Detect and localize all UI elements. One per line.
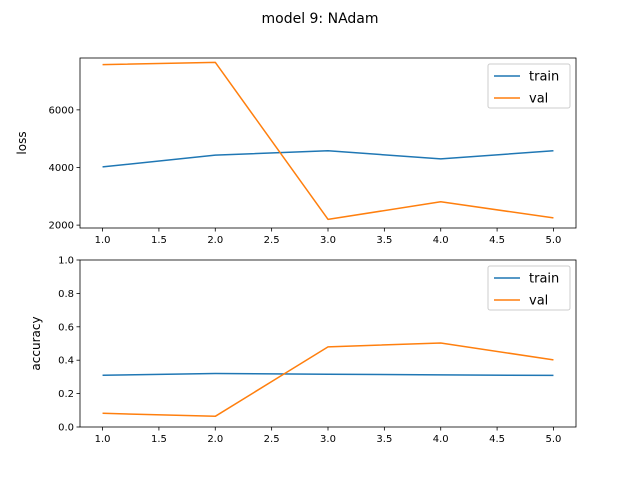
loss-x-tick-label: 4.0 [433, 235, 449, 246]
loss-x-tick-label: 2.0 [207, 235, 223, 246]
loss-x-tick-label: 1.5 [151, 235, 167, 246]
loss-y-axis-label: loss [15, 131, 29, 154]
accuracy-y-tick-label: 0.0 [58, 423, 74, 434]
accuracy-y-axis-label: accuracy [29, 316, 43, 370]
accuracy-y-tick-label: 0.8 [58, 289, 74, 300]
accuracy-x-tick-label: 3.0 [320, 434, 336, 445]
loss-legend-label-train: train [529, 70, 559, 85]
accuracy-y-tick-label: 0.4 [58, 356, 74, 367]
accuracy-series-val-line [102, 342, 554, 418]
loss-y-tick-label: 4000 [49, 163, 74, 174]
loss-series-train-line [102, 150, 554, 168]
loss-x-tick-label: 3.0 [320, 235, 336, 246]
accuracy-subplot: 1.0 1.5 2.0 2.5 3.0 3.5 4.0 4.5 5.0 0.0 0.2 0.4 0.6 0… [29, 256, 577, 445]
accuracy-x-tick-label: 5.0 [546, 434, 562, 445]
accuracy-x-tick-label: 3.5 [376, 434, 392, 445]
accuracy-x-tick-label: 1.5 [151, 434, 167, 445]
accuracy-legend-label-val: val [529, 294, 548, 309]
accuracy-x-tick-label: 4.0 [433, 434, 449, 445]
loss-legend [487, 63, 571, 109]
accuracy-x-tick-label: 2.5 [264, 434, 280, 445]
accuracy-legend [487, 265, 571, 311]
loss-subplot: 1.0 1.5 2.0 2.5 3.0 3.5 4.0 4.5 5.0 2000 4000 6000 l… [15, 57, 577, 246]
loss-x-tick-label: 3.5 [376, 235, 392, 246]
accuracy-y-tick-label: 0.6 [58, 322, 74, 333]
accuracy-x-tick-label: 4.5 [489, 434, 505, 445]
loss-x-tick-label: 1.0 [95, 235, 111, 246]
loss-x-tick-label: 5.0 [546, 235, 562, 246]
loss-y-tick-label: 2000 [49, 221, 74, 232]
accuracy-x-tick-label: 2.0 [207, 434, 223, 445]
loss-y-tick-label: 6000 [49, 105, 74, 116]
figure-title: model 9: NAdam [261, 11, 378, 27]
loss-legend-label-val: val [529, 92, 548, 107]
accuracy-legend-label-train: train [529, 272, 559, 287]
accuracy-x-tick-label: 1.0 [95, 434, 111, 445]
loss-x-tick-label: 4.5 [489, 235, 505, 246]
accuracy-y-tick-label: 1.0 [58, 256, 74, 267]
accuracy-y-tick-label: 0.2 [58, 389, 74, 400]
loss-x-tick-label: 2.5 [264, 235, 280, 246]
accuracy-series-train-line [102, 372, 554, 377]
loss-series-val-line [102, 61, 554, 221]
